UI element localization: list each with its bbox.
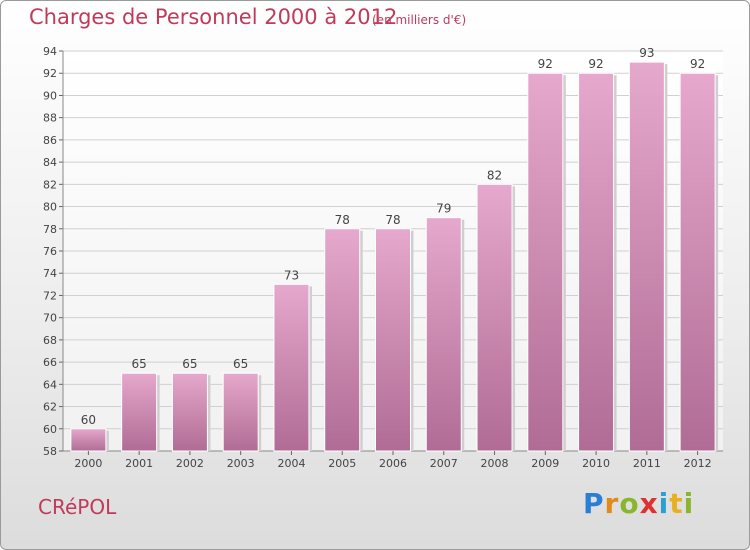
x-tick-label: 2006 — [379, 457, 407, 470]
data-label: 78 — [335, 213, 350, 227]
y-tick-label: 76 — [43, 245, 57, 258]
bar — [324, 228, 361, 452]
x-tick-label: 2012 — [684, 457, 712, 470]
proxiti-logo: Proxiti — [583, 487, 694, 520]
x-tick-label: 2007 — [430, 457, 458, 470]
bar — [628, 61, 665, 452]
x-tick-label: 2008 — [481, 457, 509, 470]
logo-letter: i — [683, 487, 695, 520]
logo-letter: x — [639, 487, 659, 520]
logo-letter: r — [604, 487, 620, 520]
x-tick-label: 2011 — [633, 457, 661, 470]
x-tick-label: 2000 — [74, 457, 102, 470]
y-tick-label: 94 — [43, 45, 57, 58]
y-tick-label: 82 — [43, 178, 57, 191]
y-tick-label: 68 — [43, 334, 57, 347]
x-tick-label: 2005 — [328, 457, 356, 470]
chart-subtitle: (en milliers d'€) — [372, 13, 467, 27]
y-tick-label: 78 — [43, 223, 57, 236]
x-tick-label: 2001 — [125, 457, 153, 470]
y-tick-label: 86 — [43, 134, 57, 147]
data-label: 92 — [690, 57, 705, 71]
bar — [171, 372, 208, 452]
logo-letter: P — [583, 487, 605, 520]
bar — [527, 72, 564, 452]
data-label: 92 — [588, 57, 603, 71]
data-label: 82 — [487, 168, 502, 182]
y-tick-label: 62 — [43, 401, 57, 414]
data-label: 60 — [81, 413, 96, 427]
x-tick-label: 2009 — [531, 457, 559, 470]
logo-letter: t — [669, 487, 684, 520]
logo-letter: o — [619, 487, 640, 520]
data-label: 92 — [538, 57, 553, 71]
bar — [273, 283, 310, 452]
y-tick-label: 66 — [43, 356, 57, 369]
bar — [476, 183, 513, 452]
y-tick-label: 58 — [43, 445, 57, 458]
y-tick-label: 84 — [43, 156, 57, 169]
x-tick-label: 2010 — [582, 457, 610, 470]
y-tick-label: 70 — [43, 312, 57, 325]
bar — [375, 228, 411, 452]
logo-letter: i — [658, 487, 670, 520]
y-tick-label: 72 — [43, 289, 57, 302]
data-label: 65 — [233, 357, 248, 371]
bar — [121, 372, 158, 452]
x-tick-label: 2003 — [227, 457, 255, 470]
y-tick-label: 64 — [43, 378, 57, 391]
data-label: 73 — [284, 268, 299, 282]
y-tick-label: 80 — [43, 201, 57, 214]
y-tick-label: 74 — [43, 267, 57, 280]
x-tick-label: 2002 — [176, 457, 204, 470]
data-label: 79 — [436, 202, 451, 216]
bar — [70, 428, 107, 452]
data-label: 93 — [639, 46, 654, 60]
bar — [222, 372, 259, 452]
y-tick-label: 60 — [43, 423, 57, 436]
chart-title: Charges de Personnel 2000 à 2012 — [29, 5, 398, 29]
x-tick-label: 2004 — [277, 457, 305, 470]
bar — [578, 72, 615, 452]
bar — [425, 217, 462, 452]
data-label: 65 — [132, 357, 147, 371]
data-label: 65 — [182, 357, 197, 371]
y-tick-label: 88 — [43, 112, 57, 125]
y-tick-label: 92 — [43, 67, 57, 80]
data-label: 78 — [385, 213, 400, 227]
y-tick-label: 90 — [43, 89, 57, 102]
bar — [679, 72, 716, 452]
town-name: CRéPOL — [38, 495, 117, 519]
